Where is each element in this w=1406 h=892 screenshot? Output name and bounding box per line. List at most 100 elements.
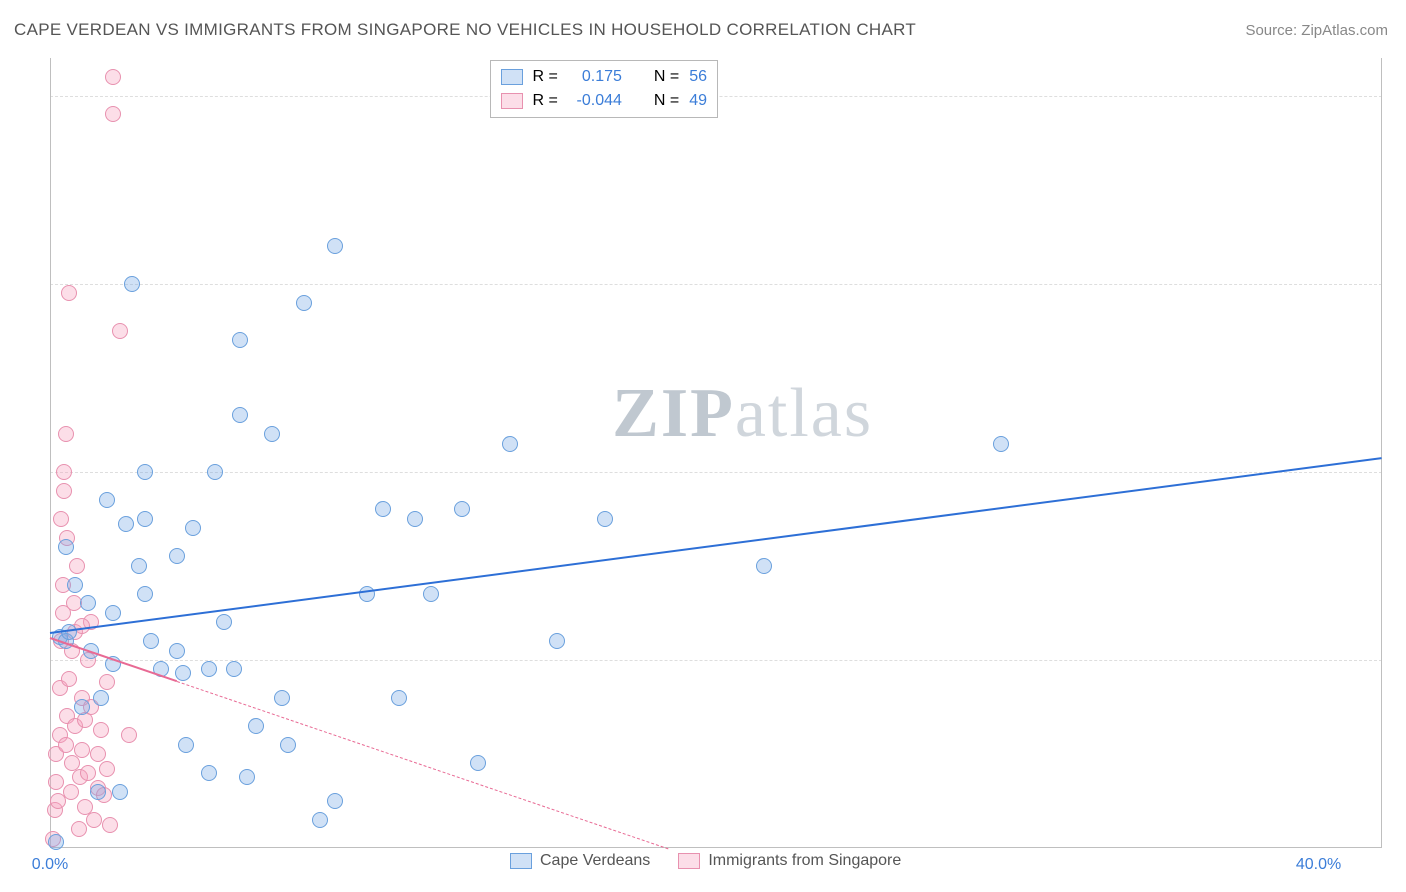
n-value-a: 56 — [689, 65, 707, 89]
watermark-atlas: atlas — [735, 375, 873, 452]
data-point-a — [502, 436, 518, 452]
data-point-a — [312, 812, 328, 828]
data-point-a — [454, 501, 470, 517]
r-label: R = — [533, 65, 558, 89]
data-point-a — [207, 464, 223, 480]
data-point-a — [99, 492, 115, 508]
data-point-b — [105, 69, 121, 85]
gridline-h — [50, 472, 1382, 473]
data-point-b — [99, 761, 115, 777]
legend-item-b: Immigrants from Singapore — [678, 852, 901, 870]
data-point-b — [48, 774, 64, 790]
swatch-series-b — [678, 853, 700, 869]
legend-stats-row-a: R = 0.175 N = 56 — [501, 65, 707, 89]
data-point-a — [185, 520, 201, 536]
data-point-a — [175, 665, 191, 681]
n-label: N = — [654, 89, 679, 113]
data-point-a — [90, 784, 106, 800]
data-point-a — [201, 661, 217, 677]
data-point-a — [239, 769, 255, 785]
gridline-h — [50, 284, 1382, 285]
data-point-a — [137, 464, 153, 480]
trendline — [177, 681, 669, 849]
data-point-b — [61, 671, 77, 687]
watermark: ZIPatlas — [612, 374, 873, 454]
n-value-b: 49 — [689, 89, 707, 113]
data-point-a — [359, 586, 375, 602]
data-point-a — [280, 737, 296, 753]
data-point-a — [423, 586, 439, 602]
data-point-a — [327, 238, 343, 254]
data-point-a — [131, 558, 147, 574]
data-point-a — [137, 586, 153, 602]
chart-title: CAPE VERDEAN VS IMMIGRANTS FROM SINGAPOR… — [14, 20, 916, 40]
data-point-a — [470, 755, 486, 771]
data-point-a — [143, 633, 159, 649]
data-point-b — [63, 784, 79, 800]
data-point-a — [274, 690, 290, 706]
data-point-a — [327, 793, 343, 809]
data-point-b — [80, 765, 96, 781]
data-point-b — [56, 464, 72, 480]
data-point-b — [58, 737, 74, 753]
data-point-a — [169, 643, 185, 659]
data-point-a — [169, 548, 185, 564]
y-axis — [50, 58, 51, 848]
data-point-b — [99, 674, 115, 690]
legend-item-a: Cape Verdeans — [510, 852, 650, 870]
n-label: N = — [654, 65, 679, 89]
data-point-a — [248, 718, 264, 734]
data-point-a — [178, 737, 194, 753]
legend-label-a: Cape Verdeans — [540, 852, 650, 870]
legend-stats-row-b: R = -0.044 N = 49 — [501, 89, 707, 113]
data-point-a — [597, 511, 613, 527]
data-point-a — [391, 690, 407, 706]
data-point-b — [69, 558, 85, 574]
data-point-b — [93, 722, 109, 738]
data-point-a — [756, 558, 772, 574]
legend-stats: R = 0.175 N = 56 R = -0.044 N = 49 — [490, 60, 718, 118]
legend-label-b: Immigrants from Singapore — [708, 852, 901, 870]
data-point-b — [58, 426, 74, 442]
data-point-a — [80, 595, 96, 611]
data-point-a — [112, 784, 128, 800]
data-point-b — [105, 106, 121, 122]
data-point-a — [118, 516, 134, 532]
xtick-label: 40.0% — [1296, 856, 1341, 874]
r-value-b: -0.044 — [568, 89, 622, 113]
data-point-a — [232, 332, 248, 348]
right-axis — [1381, 58, 1382, 848]
data-point-a — [375, 501, 391, 517]
data-point-a — [264, 426, 280, 442]
data-point-b — [61, 285, 77, 301]
data-point-a — [74, 699, 90, 715]
data-point-a — [407, 511, 423, 527]
chart-container: CAPE VERDEAN VS IMMIGRANTS FROM SINGAPOR… — [0, 0, 1406, 892]
swatch-series-a — [501, 69, 523, 85]
swatch-series-a — [510, 853, 532, 869]
data-point-b — [74, 742, 90, 758]
data-point-b — [86, 812, 102, 828]
data-point-b — [53, 511, 69, 527]
data-point-b — [56, 483, 72, 499]
x-axis — [50, 847, 1382, 848]
legend-series: Cape Verdeans Immigrants from Singapore — [510, 852, 901, 870]
plot-area: ZIPatlas 10.0%20.0%30.0%40.0%0.0%40.0% — [50, 58, 1382, 848]
swatch-series-b — [501, 93, 523, 109]
xtick-label: 0.0% — [32, 856, 68, 874]
trendline — [50, 457, 1382, 634]
data-point-a — [232, 407, 248, 423]
data-point-a — [48, 834, 64, 850]
data-point-b — [102, 817, 118, 833]
data-point-a — [549, 633, 565, 649]
data-point-a — [226, 661, 242, 677]
watermark-zip: ZIP — [612, 375, 735, 452]
data-point-a — [137, 511, 153, 527]
source-label: Source: ZipAtlas.com — [1245, 22, 1388, 39]
r-label: R = — [533, 89, 558, 113]
data-point-b — [90, 746, 106, 762]
data-point-a — [993, 436, 1009, 452]
data-point-a — [105, 605, 121, 621]
gridline-h — [50, 660, 1382, 661]
data-point-a — [216, 614, 232, 630]
